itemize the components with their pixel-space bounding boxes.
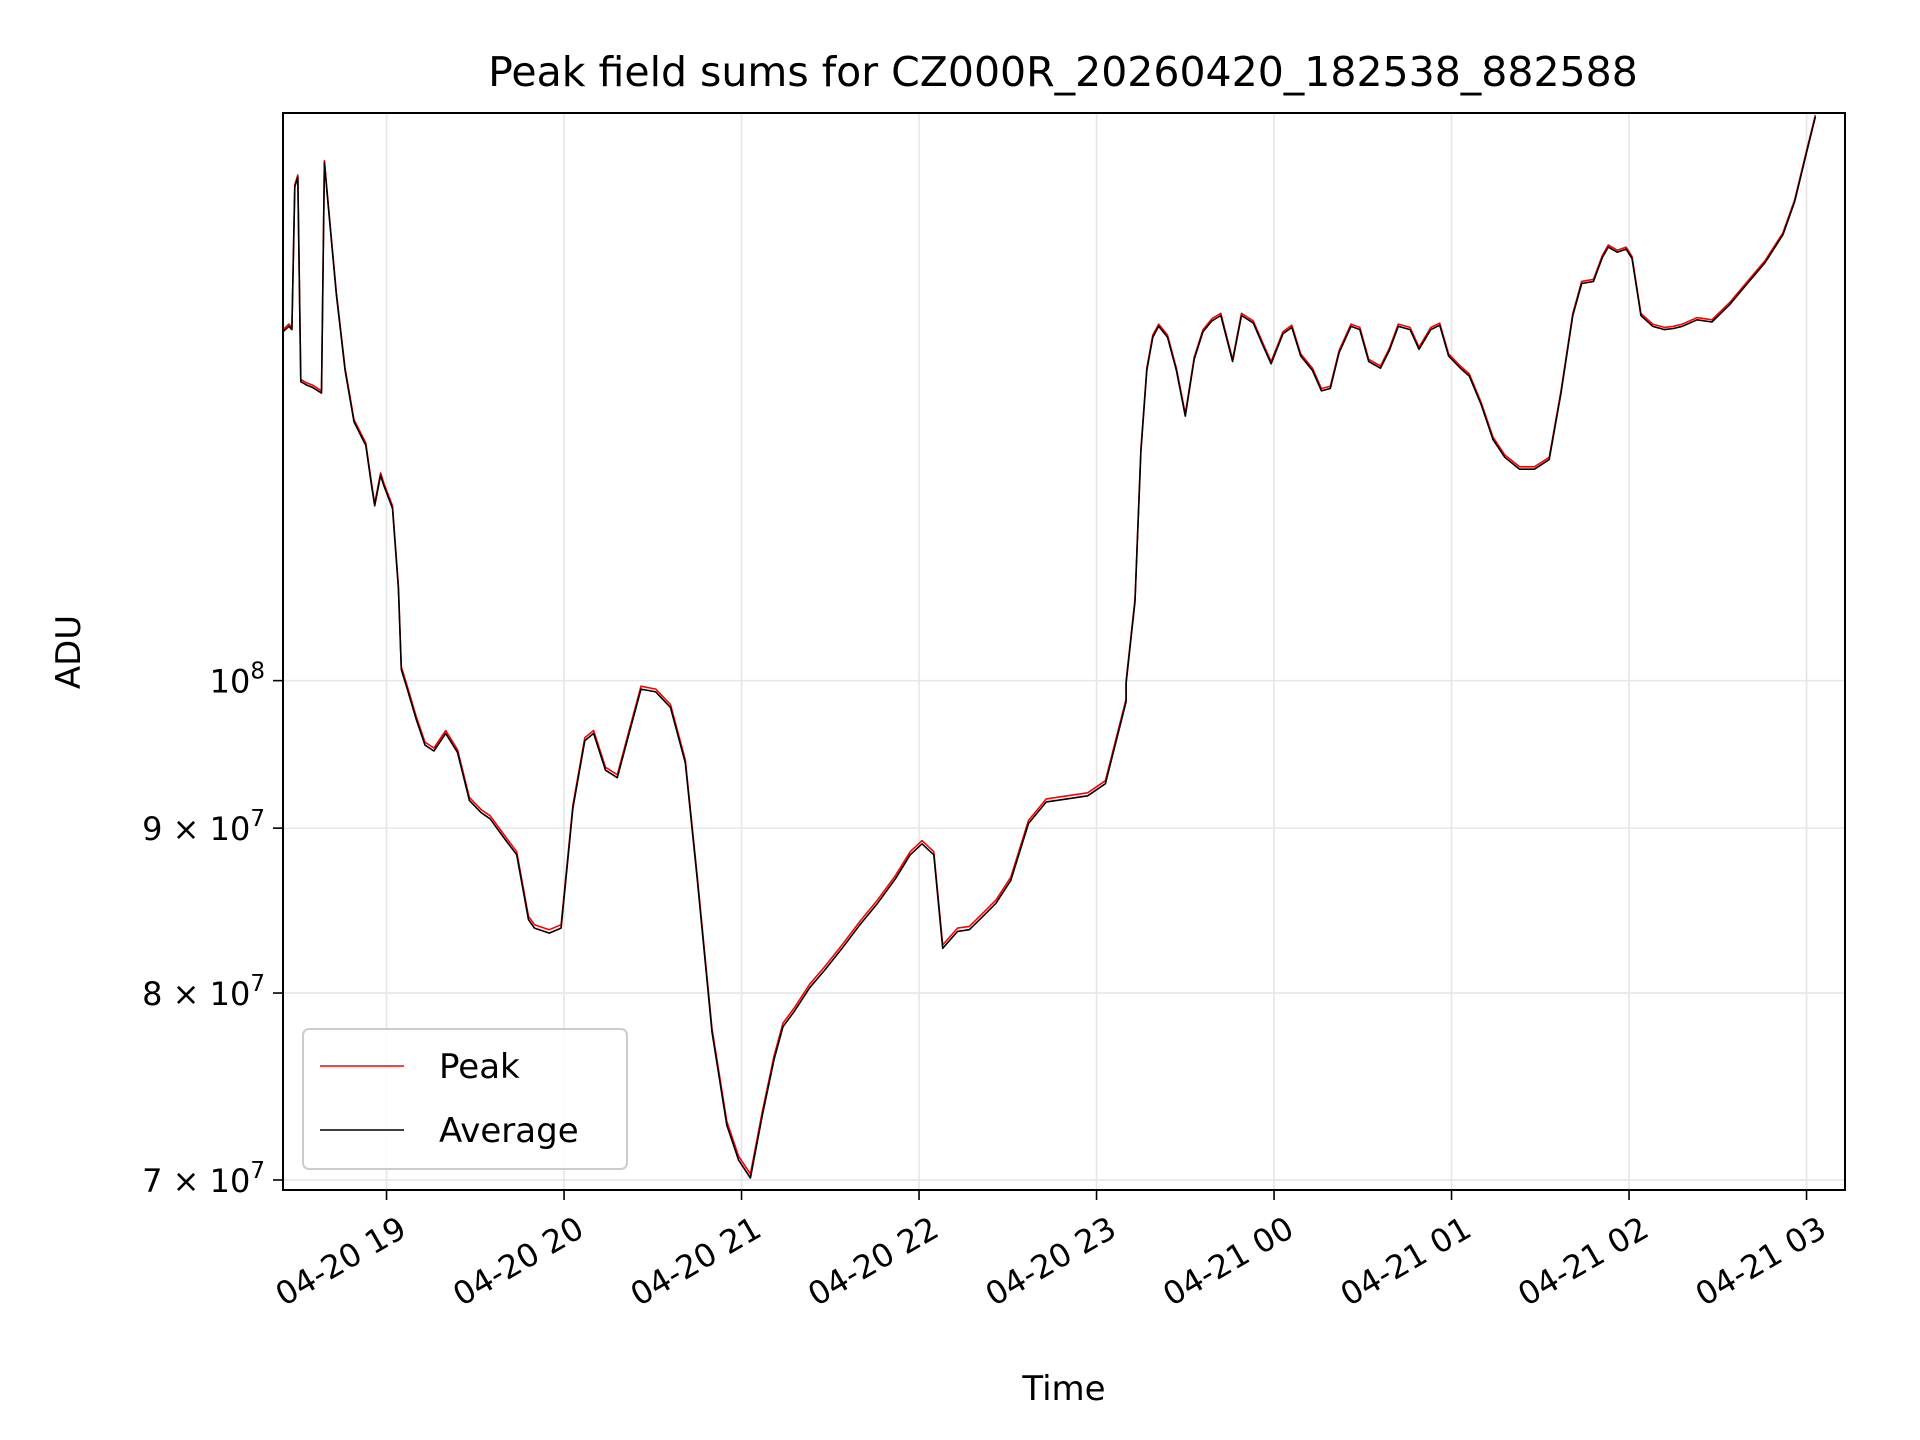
legend-box [302,1028,628,1170]
series-line-peak [282,114,1817,1175]
chart-title: Peak field sums for CZ000R_20260420_1825… [488,48,1638,96]
series-line-average [282,116,1817,1179]
legend-label-average: Average [439,1111,579,1151]
plot-frame [282,112,1846,1191]
legend-label-peak: Peak [439,1047,520,1087]
x-axis-label: Time [1021,1369,1105,1409]
y-axis-label: ADU [49,615,89,689]
y-tick-label-0: 7 × 107 [142,1158,265,1200]
y-tick-label-1: 8 × 107 [142,971,265,1013]
y-tick-label-2: 9 × 107 [142,806,265,848]
gridlines [283,113,1845,1190]
y-axis-ticks: 7 × 107 8 × 107 9 × 107 108 [142,659,283,1200]
legend: Peak Average [302,1028,628,1170]
y-tick-label-3: 108 [210,659,265,701]
series-layer [282,114,1817,1179]
